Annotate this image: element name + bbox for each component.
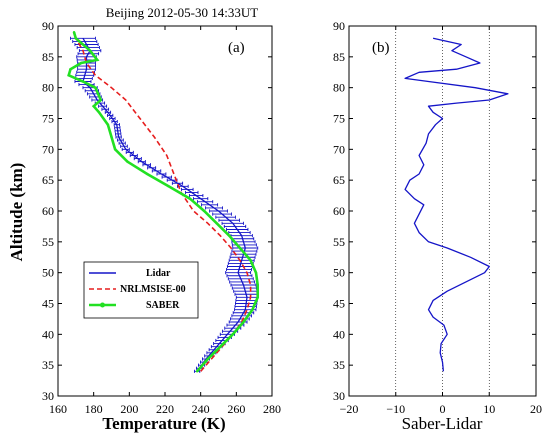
y-tick-label-a: 55 xyxy=(42,235,54,249)
y-tick-label-b: 85 xyxy=(333,50,345,64)
saber-point xyxy=(145,172,149,176)
saber-point xyxy=(206,357,209,361)
y-tick-label-b: 90 xyxy=(333,19,345,33)
y-tick-label-b: 40 xyxy=(333,327,345,341)
saber-point xyxy=(188,197,192,200)
saber-point xyxy=(195,370,199,373)
y-tick-label-a: 45 xyxy=(42,297,54,311)
legend-label-nrlmsise: NRLMSISE-00 xyxy=(120,284,186,295)
saber-point xyxy=(256,283,259,287)
saber-point xyxy=(219,345,222,348)
y-tick-label-b: 60 xyxy=(333,204,345,218)
y-tick-label-a: 80 xyxy=(42,81,54,95)
saber-point xyxy=(106,123,110,126)
lidar-line xyxy=(82,37,248,372)
legend-marker-saber xyxy=(100,302,105,308)
y-tick-label-a: 70 xyxy=(42,142,54,156)
x-tick-label-b: 20 xyxy=(530,402,542,416)
panel-a-ticks: 160 180 200 220 240 260 280 30 35 40 45 50 55 60 65 70 7… xyxy=(42,19,281,416)
nrlmsise-line xyxy=(75,37,252,372)
saber-point xyxy=(88,49,92,52)
saber-point xyxy=(256,296,259,299)
saber-point xyxy=(99,98,103,102)
x-tick-label-a: 260 xyxy=(227,402,245,416)
y-axis-title-a: Altitude (km) xyxy=(7,163,26,262)
y-tick-label-a: 35 xyxy=(42,358,54,372)
saber-point xyxy=(242,320,245,324)
y-tick-label-b: 75 xyxy=(333,112,345,126)
saber-point xyxy=(110,135,113,139)
y-tick-label-b: 50 xyxy=(333,266,345,280)
legend: Lidar NRLMSISE-00 SABER xyxy=(83,261,199,319)
saber-point xyxy=(254,271,258,274)
saber-point xyxy=(94,86,97,89)
y-tick-label-a: 50 xyxy=(42,266,54,280)
saber-point xyxy=(113,148,117,151)
x-tick-label-a: 240 xyxy=(192,402,210,416)
panel-b-plot xyxy=(404,37,509,372)
saber-point xyxy=(126,160,129,163)
y-tick-label-b: 35 xyxy=(333,358,345,372)
x-tick-label-a: 200 xyxy=(120,402,138,416)
legend-label-saber: SABER xyxy=(146,300,180,311)
y-tick-label-b: 55 xyxy=(333,235,345,249)
y-tick-label-a: 90 xyxy=(42,19,54,33)
saber-point xyxy=(167,185,170,188)
saber-point xyxy=(69,67,72,71)
saber-point xyxy=(249,259,252,262)
x-axis-title-a: Temperature (K) xyxy=(102,414,225,433)
y-tick-label-b: 80 xyxy=(333,81,345,95)
y-tick-label-b: 30 xyxy=(333,389,345,403)
y-tick-label-a: 40 xyxy=(42,327,54,341)
saber-point xyxy=(92,104,95,108)
saber-point xyxy=(67,74,70,77)
legend-label-lidar: Lidar xyxy=(146,268,171,279)
saber-point xyxy=(238,246,242,250)
panel-b: −20 −10 0 10 20 30 35 40 45 50 55 60 65 70 75 80 85 90 (b… xyxy=(333,19,542,433)
y-tick-label-b: 70 xyxy=(333,142,345,156)
x-tick-label-a: 280 xyxy=(263,402,281,416)
saber-point xyxy=(81,80,85,83)
saber-point xyxy=(215,222,218,225)
x-tick-label-b: 0 xyxy=(440,402,446,416)
x-tick-label-b: 10 xyxy=(483,402,495,416)
x-axis-title-b: Saber-Lidar xyxy=(402,414,483,433)
panel-a: 160 180 200 220 240 260 280 30 35 40 45 50 55 60 65 70 7… xyxy=(7,19,281,433)
legend-box xyxy=(83,261,199,319)
y-tick-label-a: 65 xyxy=(42,173,54,187)
chart-title: Beijing 2012-05-30 14:33UT xyxy=(106,5,258,20)
y-tick-label-a: 85 xyxy=(42,50,54,64)
x-tick-label-a: 180 xyxy=(85,402,103,416)
difference-line xyxy=(404,37,509,372)
y-tick-label-a: 30 xyxy=(42,389,54,403)
x-tick-label-b: −20 xyxy=(340,402,359,416)
panel-a-plot xyxy=(67,30,259,373)
panel-b-label: (b) xyxy=(372,40,390,56)
x-tick-label-a: 160 xyxy=(49,402,67,416)
saber-point xyxy=(251,308,254,311)
saber-point xyxy=(97,111,101,114)
saber-point xyxy=(203,209,206,213)
y-tick-label-b: 65 xyxy=(333,173,345,187)
x-tick-label-b: −10 xyxy=(386,402,405,416)
saber-point xyxy=(72,30,76,34)
saber-point xyxy=(79,61,83,65)
y-tick-label-a: 75 xyxy=(42,112,54,126)
saber-point xyxy=(228,234,231,237)
panel-b-ticks: −20 −10 0 10 20 30 35 40 45 50 55 60 65 70 75 80 85 90 xyxy=(333,19,542,416)
y-tick-label-b: 45 xyxy=(333,297,345,311)
y-tick-label-a: 60 xyxy=(42,204,54,218)
panel-a-label: (a) xyxy=(228,40,245,56)
x-tick-label-a: 220 xyxy=(156,402,174,416)
saber-point xyxy=(231,333,234,336)
saber-point xyxy=(96,58,99,62)
saber-point xyxy=(74,37,78,40)
